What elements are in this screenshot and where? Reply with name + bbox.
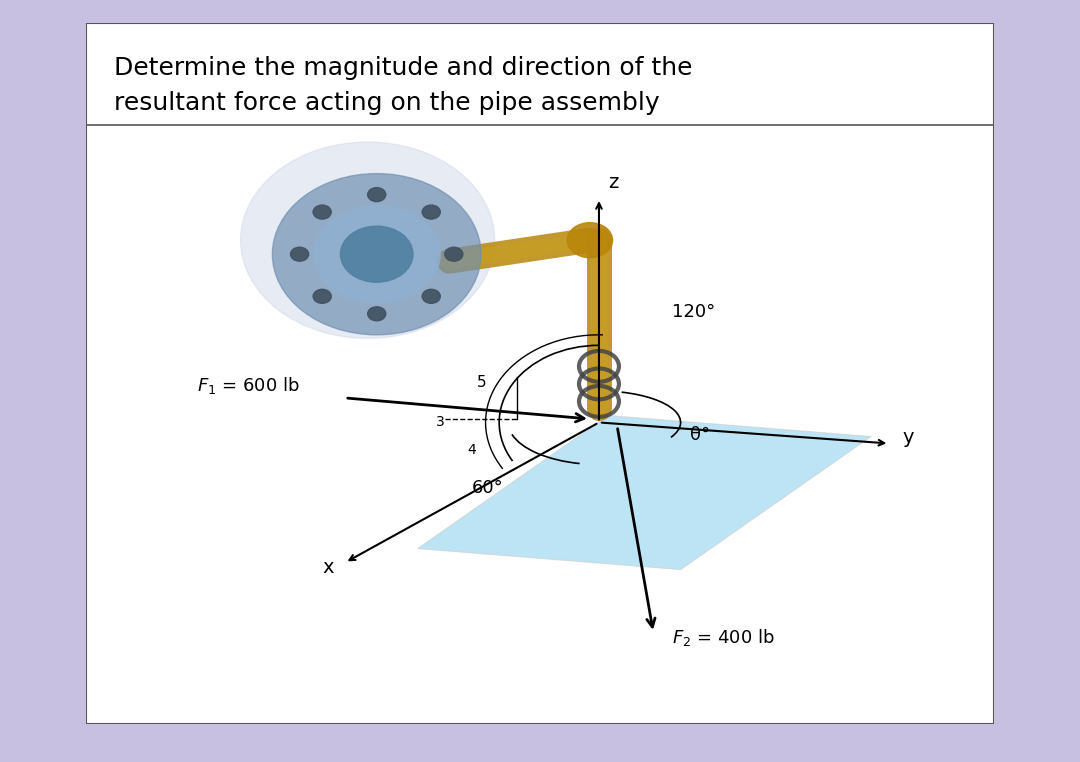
Circle shape: [291, 247, 309, 261]
Circle shape: [313, 290, 332, 303]
Circle shape: [567, 223, 612, 258]
Polygon shape: [418, 415, 872, 570]
Circle shape: [313, 205, 441, 303]
Text: $F_1$ = 600 lb: $F_1$ = 600 lb: [197, 375, 299, 396]
Circle shape: [422, 205, 441, 219]
Circle shape: [241, 142, 495, 338]
Text: 5: 5: [476, 376, 486, 390]
Text: z: z: [608, 173, 619, 191]
Circle shape: [422, 290, 441, 303]
Circle shape: [272, 174, 481, 335]
Text: θ°: θ°: [690, 426, 710, 444]
Text: 60°: 60°: [472, 479, 503, 497]
Text: $F_2$ = 400 lb: $F_2$ = 400 lb: [672, 627, 774, 648]
Text: y: y: [903, 428, 915, 447]
Text: 3: 3: [435, 415, 445, 429]
Circle shape: [313, 205, 332, 219]
Text: resultant force acting on the pipe assembly: resultant force acting on the pipe assem…: [113, 91, 659, 116]
Circle shape: [340, 226, 413, 282]
Text: Determine the magnitude and direction of the: Determine the magnitude and direction of…: [113, 56, 692, 81]
Text: 120°: 120°: [672, 303, 715, 322]
Circle shape: [367, 187, 386, 202]
Text: x: x: [322, 559, 334, 577]
Text: 4: 4: [468, 443, 476, 457]
Circle shape: [367, 307, 386, 321]
Circle shape: [445, 247, 463, 261]
